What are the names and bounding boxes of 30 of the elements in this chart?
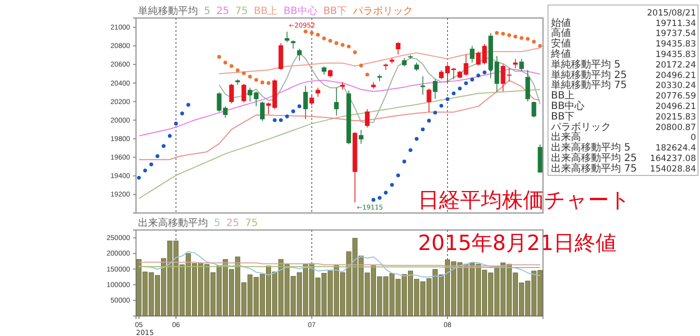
text: 高値 19737.54 bbox=[551, 28, 696, 40]
text: BB上 bbox=[254, 5, 278, 17]
text: BB下 20215.83 bbox=[551, 111, 696, 122]
text: 25 bbox=[216, 6, 230, 17]
text: 5 bbox=[214, 218, 220, 229]
text: 単純移動平均 5 20172.24 bbox=[551, 59, 696, 70]
text: 出来高移動平均 75 154028.84 bbox=[551, 163, 696, 174]
legend-title: 出来高移動平均 bbox=[138, 217, 208, 229]
text: 始値 19711.34 bbox=[551, 18, 696, 29]
text: 単純移動平均 75 20330.24 bbox=[551, 80, 696, 92]
text: 出来高移動平均 25 164237.08 bbox=[551, 153, 696, 164]
text: パラボリック 20800.87 bbox=[551, 122, 696, 133]
text: 出来高移動平均 5 182624.4 bbox=[551, 142, 696, 154]
text: 終値 19435.83 bbox=[551, 49, 696, 60]
text: 25 bbox=[226, 218, 240, 229]
text: パラボリック bbox=[352, 6, 414, 17]
text: BB下 bbox=[323, 6, 348, 17]
text: 出来高 0 bbox=[551, 132, 696, 144]
legend-title: 単純移動平均 bbox=[138, 5, 198, 17]
text: 安値 19435.83 bbox=[551, 38, 696, 50]
text: BB中心 bbox=[284, 5, 318, 17]
text: BB上 20776.59 bbox=[551, 90, 696, 102]
text: 単純移動平均 25 20496.21 bbox=[551, 70, 696, 81]
text: 75 bbox=[235, 6, 248, 17]
text: 日経平均株価チャート bbox=[418, 188, 631, 212]
text: 2015年8月21日終値 bbox=[418, 231, 617, 255]
text: 2015/08/21 bbox=[647, 8, 696, 18]
text: 5 bbox=[204, 6, 210, 17]
text: BB中心 20496.21 bbox=[551, 101, 696, 112]
text: 75 bbox=[245, 218, 258, 229]
